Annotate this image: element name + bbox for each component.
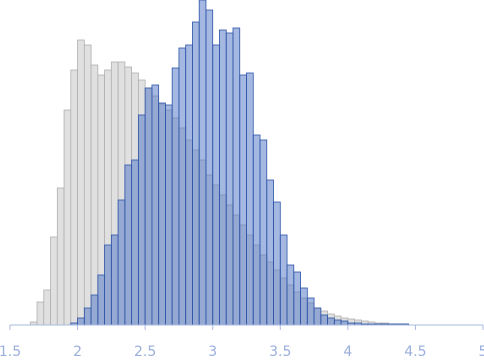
histogram-bar xyxy=(110,234,119,326)
histogram-bar xyxy=(273,201,281,326)
histogram-bar xyxy=(259,139,268,326)
histogram-bar xyxy=(232,27,241,326)
histogram-bar xyxy=(63,109,72,326)
histogram-bar xyxy=(131,159,139,326)
histogram-bar xyxy=(90,294,99,326)
histogram-bar xyxy=(286,264,295,326)
histogram-bar xyxy=(333,319,342,326)
histogram-bar xyxy=(205,9,214,326)
histogram-bar xyxy=(97,274,106,326)
x-tick-label: 2.5 xyxy=(134,344,156,360)
histogram-bar xyxy=(137,114,146,326)
histogram-bar xyxy=(212,44,220,326)
histogram-bar xyxy=(313,307,322,326)
histogram-bar xyxy=(185,44,193,326)
histogram-bar xyxy=(77,39,85,326)
histogram-bar xyxy=(56,187,65,326)
histogram-bar xyxy=(266,179,274,326)
histogram-bar xyxy=(36,301,45,326)
histogram-bar xyxy=(178,47,187,326)
histogram-bar xyxy=(279,234,288,326)
histogram-bar xyxy=(239,74,247,326)
histogram-bar xyxy=(70,69,78,326)
histogram-bar xyxy=(252,134,261,326)
histogram-bar xyxy=(77,317,85,326)
histogram-bar xyxy=(306,297,315,326)
histogram-bar xyxy=(144,87,153,326)
x-tick-label: 4.5 xyxy=(404,344,426,360)
histogram-bar xyxy=(320,314,328,326)
histogram-bar xyxy=(158,102,166,326)
histogram-bar xyxy=(151,84,160,326)
histogram-bar xyxy=(117,199,126,326)
histogram-bar xyxy=(219,29,227,326)
histogram-bar xyxy=(90,64,99,326)
x-tick-label: 3.5 xyxy=(269,344,291,360)
histogram-bar xyxy=(300,287,308,326)
histogram-bar xyxy=(327,317,335,326)
histogram-bar xyxy=(171,67,180,326)
histogram-bar xyxy=(104,244,112,326)
histogram-bar xyxy=(225,32,234,326)
histogram-bar xyxy=(165,104,173,326)
histogram-bar xyxy=(43,289,51,326)
x-tick-label: 2 xyxy=(73,344,82,360)
histogram-bar xyxy=(340,320,349,326)
histogram-bar xyxy=(50,236,58,326)
x-tick-label: 1.5 xyxy=(0,344,21,360)
x-tick-label: 4 xyxy=(343,344,352,360)
x-tick-label: 3 xyxy=(208,344,217,360)
histogram-bar xyxy=(293,271,301,326)
histogram-bar xyxy=(124,164,133,326)
histogram-bar xyxy=(192,21,200,326)
histogram-bar xyxy=(198,0,207,326)
histogram-bar xyxy=(83,307,92,326)
x-tick-label: 5 xyxy=(479,344,484,360)
histogram-bar xyxy=(246,72,254,326)
histogram-bar xyxy=(83,44,92,326)
